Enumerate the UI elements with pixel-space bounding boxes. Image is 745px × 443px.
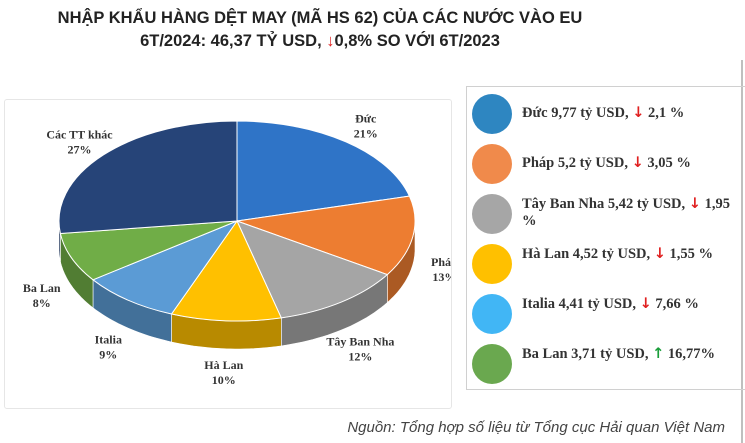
legend-change-text: 1,55 %	[665, 246, 714, 262]
pie-label-pct-các-tt-khác: 27%	[68, 142, 92, 156]
legend-item: Hà Lan 4,52 tỷ USD, ↓ 1,55 %	[467, 242, 745, 286]
legend-color-swatch	[472, 194, 512, 234]
pie-slice-pháp	[236, 195, 416, 276]
legend-value-text: Ba Lan 3,71 tỷ USD,	[522, 346, 653, 362]
down-arrow-icon: ↓	[688, 196, 701, 212]
up-arrow-icon: ↑	[652, 346, 665, 362]
pie-label-name-đức: Đức	[355, 112, 377, 126]
right-border-line	[741, 60, 743, 443]
pie-slice-italia	[92, 219, 239, 315]
title-line-2-prefix: 6T/2024: 46,37 TỶ USD,	[140, 32, 327, 50]
pie-label-name-italia: Italia	[95, 332, 122, 346]
title-line-2-suffix: 0,8% SO VỚI 6T/2023	[334, 32, 500, 50]
pie-label-pct-hà-lan: 10%	[212, 373, 236, 387]
legend-item: Đức 9,77 tỷ USD, ↓ 2,1 %	[467, 92, 745, 136]
legend-color-swatch	[472, 244, 512, 284]
legend-item: Pháp 5,2 tỷ USD, ↓ 3,05 %	[467, 142, 745, 186]
pie-label-pct-pháp: 13%	[432, 270, 451, 284]
legend-value-text: Pháp 5,2 tỷ USD,	[522, 155, 632, 171]
legend-text: Tây Ban Nha 5,42 tỷ USD, ↓ 1,95 %	[522, 196, 742, 230]
source-note: Nguồn: Tổng hợp số liệu từ Tổng cục Hải …	[347, 419, 725, 436]
legend-text: Hà Lan 4,52 tỷ USD, ↓ 1,55 %	[522, 246, 742, 263]
legend-text: Đức 9,77 tỷ USD, ↓ 2,1 %	[522, 105, 742, 122]
legend-color-swatch	[472, 344, 512, 384]
title-line-1: NHẬP KHẨU HÀNG DỆT MAY (MÃ HS 62) CỦA CÁ…	[57, 9, 583, 27]
pie-label-pct-ba-lan: 8%	[33, 296, 51, 310]
down-arrow-icon: ↓	[639, 296, 652, 312]
pie-label-name-các-tt-khác: Các TT khác	[46, 127, 113, 141]
down-arrow-icon: ↓	[631, 155, 644, 171]
title-line-2: 6T/2024: 46,37 TỶ USD, ↓0,8% SO VỚI 6T/2…	[20, 30, 620, 53]
title-down-arrow-icon: ↓	[326, 32, 335, 50]
pie-slice-hà-lan	[170, 220, 283, 322]
legend-color-swatch	[472, 94, 512, 134]
legend-text: Ba Lan 3,71 tỷ USD, ↑ 16,77%	[522, 346, 742, 363]
pie-slice-ba-lan	[59, 220, 238, 281]
legend-color-swatch	[472, 294, 512, 334]
legend-change-text: 3,05 %	[643, 155, 691, 171]
legend-value-text: Italia 4,41 tỷ USD,	[522, 296, 640, 312]
down-arrow-icon: ↓	[632, 105, 645, 121]
pie-side-walls	[58, 221, 416, 350]
chart-title: NHẬP KHẨU HÀNG DỆT MAY (MÃ HS 62) CỦA CÁ…	[20, 7, 620, 53]
legend-value-text: Đức 9,77 tỷ USD,	[522, 105, 633, 121]
legend-value-text: Tây Ban Nha 5,42 tỷ USD,	[522, 196, 689, 212]
legend-change-text: 2,1 %	[644, 105, 685, 121]
legend-text: Pháp 5,2 tỷ USD, ↓ 3,05 %	[522, 155, 742, 172]
down-arrow-icon: ↓	[653, 246, 666, 262]
legend-item: Italia 4,41 tỷ USD, ↓ 7,66 %	[467, 292, 745, 336]
pie-label-pct-đức: 21%	[354, 127, 378, 141]
pie-label-name-tây-ban-nha: Tây Ban Nha	[326, 335, 394, 349]
legend-change-text: 1,95 %	[522, 196, 730, 229]
legend-text: Italia 4,41 tỷ USD, ↓ 7,66 %	[522, 296, 742, 313]
legend-panel: Đức 9,77 tỷ USD, ↓ 2,1 % Pháp 5,2 tỷ USD,…	[466, 86, 745, 390]
legend-change-text: 16,77%	[664, 346, 716, 362]
legend-color-swatch	[472, 144, 512, 184]
pie-slice-tây-ban-nha	[236, 220, 389, 319]
pie-label-pct-italia: 9%	[99, 347, 117, 361]
pie-label-name-ba-lan: Ba Lan	[23, 281, 61, 295]
pie-top-faces	[58, 120, 416, 322]
pie-slice-đức	[236, 120, 411, 222]
legend-change-text: 7,66 %	[651, 296, 699, 312]
legend-item: Ba Lan 3,71 tỷ USD, ↑ 16,77%	[467, 342, 745, 386]
pie-label-name-hà-lan: Hà Lan	[204, 358, 243, 372]
legend-item: Tây Ban Nha 5,42 tỷ USD, ↓ 1,95 %	[467, 192, 745, 236]
legend-value-text: Hà Lan 4,52 tỷ USD,	[522, 246, 654, 262]
pie-slice-các-tt-khác	[58, 120, 238, 235]
pie-label-name-pháp: Pháp	[431, 255, 451, 269]
pie-label-pct-tây-ban-nha: 12%	[348, 350, 372, 364]
